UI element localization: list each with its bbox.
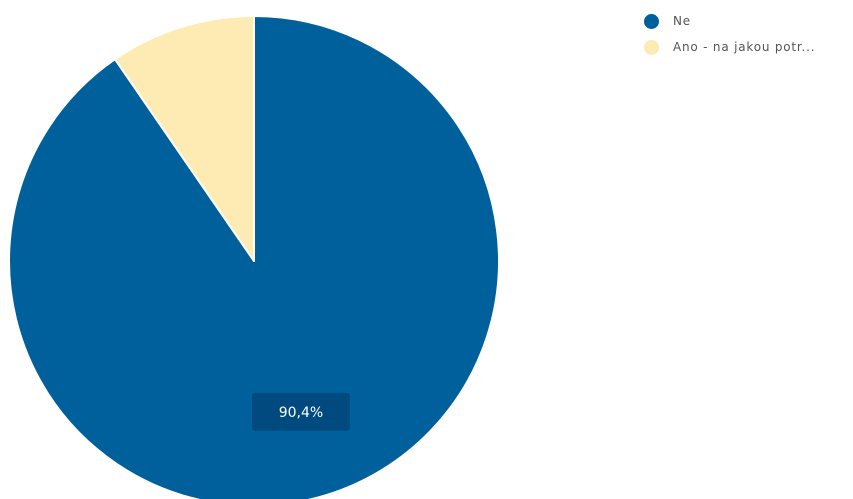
legend-swatch-ano xyxy=(644,39,659,55)
chart-legend: Ne Ano - na jakou potr... xyxy=(644,10,815,62)
pie-slice-ano[interactable] xyxy=(114,15,255,262)
legend-item-ano[interactable]: Ano - na jakou potr... xyxy=(644,36,815,58)
legend-label-ano: Ano - na jakou potr... xyxy=(673,40,816,54)
pie-slice-ne[interactable] xyxy=(8,15,500,499)
legend-item-ne[interactable]: Ne xyxy=(644,10,815,32)
legend-label-ne: Ne xyxy=(673,14,691,28)
pie-data-label-group: 90,4% xyxy=(251,392,350,431)
legend-swatch-ne xyxy=(644,13,659,29)
pie-data-label-box xyxy=(251,392,350,431)
pie-data-label: 90,4% xyxy=(279,405,323,421)
